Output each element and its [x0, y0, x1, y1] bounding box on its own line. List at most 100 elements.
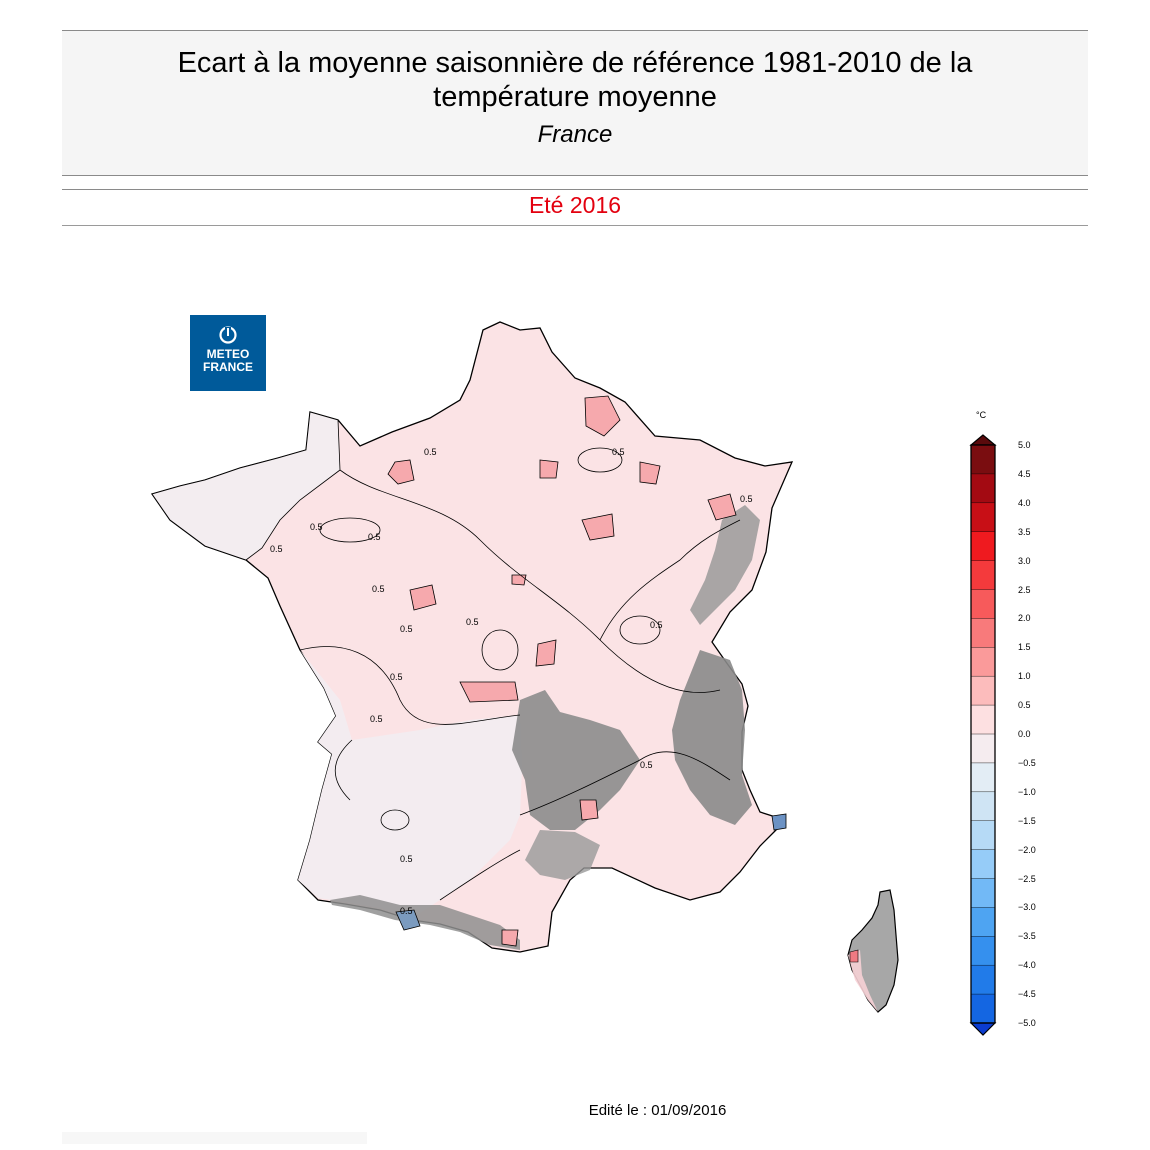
legend-color-cell: [971, 589, 995, 619]
legend-tick-label: −3.5: [1018, 931, 1036, 942]
contour-label: 0.5: [400, 854, 413, 864]
legend-tick-label: 1.0: [1018, 671, 1031, 682]
legend-tick-label: −1.0: [1018, 786, 1036, 797]
warm-patch: [639, 461, 661, 485]
logo-line-2: FRANCE: [203, 360, 253, 374]
warm-patch: [387, 459, 415, 485]
legend-color-cell: [971, 531, 995, 562]
legend-color-cell: [971, 849, 995, 879]
massif-central-relief: [512, 690, 640, 830]
warm-patch: [535, 639, 557, 667]
legend-color-cell: [971, 936, 995, 966]
contour-label: 0.5: [368, 532, 381, 542]
legend-color-cell: [971, 445, 995, 475]
pyrenees-relief: [330, 895, 520, 950]
warm-patch: [581, 513, 615, 541]
legend-tick-label: 5.0: [1018, 440, 1031, 450]
contour-label: 0.5: [650, 620, 663, 630]
map-title-line-1: Ecart à la moyenne saisonnière de référe…: [177, 47, 973, 79]
contour-line: [334, 739, 353, 801]
legend-tick-label: −4.5: [1018, 989, 1036, 1000]
legend-color-cell: [971, 907, 995, 937]
legend-tick-label: 0.5: [1018, 700, 1031, 711]
map-region-subtitle: France: [537, 121, 613, 148]
legend-tick-label: 2.0: [1018, 613, 1031, 624]
legend-color-cell: [971, 705, 995, 735]
legend-color-cell: [971, 878, 995, 908]
legend-tick-label: −2.5: [1018, 873, 1036, 884]
legend-tick-label: 4.5: [1018, 468, 1031, 479]
pyrenees-cold-spot: [395, 909, 421, 931]
south-west-pale-zone: [298, 650, 522, 918]
legend-tick-label: 4.0: [1018, 497, 1031, 508]
color-scale-legend: [969, 434, 997, 1036]
legend-tick-label: −0.5: [1018, 757, 1036, 768]
meteo-france-logo: METEO FRANCE: [190, 315, 266, 391]
edition-date-text: Edité le : 01/09/2016: [588, 1102, 727, 1119]
contour-loop: [319, 517, 381, 543]
contour-line: [299, 646, 521, 725]
legend-tick-label: −4.0: [1018, 960, 1036, 971]
warm-patch: [539, 459, 559, 479]
legend-color-cell: [971, 820, 995, 851]
legend-cells: [971, 444, 995, 1024]
legend-color-cell: [971, 560, 995, 590]
contour-label: 0.5: [310, 522, 323, 532]
warm-patch: [707, 493, 737, 521]
mainland-france: 0.5 0.5 0.5 0.5 0.5 0.5 0.5 0.5 0.5 0.5 …: [150, 321, 794, 953]
period-label: Eté 2016: [528, 192, 622, 218]
map-title-line-2: température moyenne: [433, 81, 717, 113]
corsica-warm-coast: [848, 950, 878, 1012]
legend-top-arrow: [969, 434, 997, 446]
contour-loop: [380, 809, 410, 831]
legend-tick-label: −3.0: [1018, 902, 1036, 913]
logo-line-1: METEO: [206, 347, 250, 361]
legend-tick-label: 3.0: [1018, 555, 1031, 566]
corsica: [847, 889, 899, 1013]
contour-label: 0.5: [740, 494, 753, 504]
contour-label: 0.5: [400, 624, 413, 634]
legend-color-cell: [971, 618, 995, 648]
legend-bottom-arrow: [969, 1022, 997, 1036]
nice-cold-spot: [771, 813, 787, 831]
legend-tick-label: −2.0: [1018, 844, 1036, 855]
contour-line: [339, 469, 721, 693]
contour-line: [519, 751, 731, 816]
contour-label: 0.5: [424, 447, 437, 457]
contour-label: 0.5: [400, 906, 413, 916]
contour-loop: [481, 629, 519, 671]
legend-color-cell: [971, 762, 995, 793]
warm-patch: [409, 584, 437, 611]
legend-color-cell: [971, 734, 995, 764]
contour-label: 0.5: [640, 760, 653, 770]
warm-anomaly-patches: [387, 395, 737, 947]
legend-color-cell: [971, 647, 995, 677]
brittany-pale-zone: [151, 411, 341, 561]
legend-tick-label: −5.0: [1018, 1018, 1036, 1028]
warm-patch: [584, 395, 621, 437]
contour-label: 0.5: [466, 617, 479, 627]
jura-relief: [690, 505, 760, 625]
legend-color-cell: [971, 965, 995, 995]
legend-tick-label: 1.5: [1018, 642, 1031, 653]
legend-color-cell: [971, 994, 995, 1024]
title-panel: Ecart à la moyenne saisonnière de référe…: [62, 30, 1088, 176]
corsica-warm-spot: [849, 949, 859, 963]
header-divider: [62, 189, 1088, 190]
cevennes-relief: [525, 830, 600, 880]
legend-color-cell: [971, 676, 995, 706]
period-divider: [62, 225, 1088, 226]
contour-value-labels: 0.5 0.5 0.5 0.5 0.5 0.5 0.5 0.5 0.5 0.5 …: [270, 447, 753, 916]
edition-date: Edité le : 01/09/2016: [0, 1102, 1150, 1119]
legend-color-cell: [971, 473, 995, 504]
legend-tick-label: 0.0: [1018, 729, 1031, 739]
meteo-france-logo-icon: [219, 326, 237, 344]
contour-label: 0.5: [612, 447, 625, 457]
warm-patch: [501, 929, 519, 947]
contour-loop: [577, 447, 623, 473]
contour-loop: [619, 615, 661, 645]
bottom-strip: [62, 1132, 367, 1144]
warm-patch: [459, 681, 519, 703]
contour-line: [599, 519, 741, 641]
